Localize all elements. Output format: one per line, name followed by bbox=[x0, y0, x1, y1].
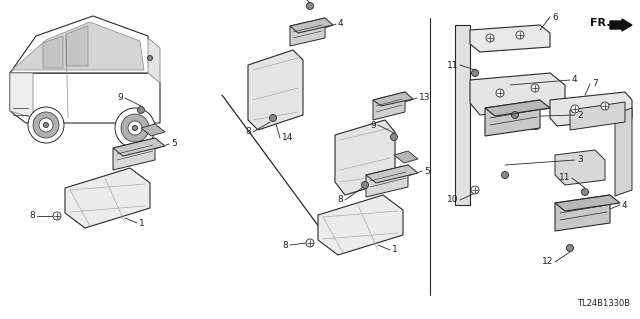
Polygon shape bbox=[65, 168, 150, 228]
Circle shape bbox=[362, 182, 369, 189]
Circle shape bbox=[33, 112, 59, 138]
Circle shape bbox=[502, 172, 509, 179]
Polygon shape bbox=[550, 92, 632, 126]
Text: 12: 12 bbox=[529, 123, 540, 132]
Circle shape bbox=[582, 189, 589, 196]
Polygon shape bbox=[555, 150, 605, 185]
Circle shape bbox=[390, 133, 397, 140]
Circle shape bbox=[601, 102, 609, 110]
Circle shape bbox=[471, 186, 479, 194]
Text: 4: 4 bbox=[338, 19, 344, 28]
Polygon shape bbox=[555, 195, 620, 211]
Polygon shape bbox=[335, 120, 395, 195]
Polygon shape bbox=[373, 92, 405, 120]
Circle shape bbox=[138, 107, 145, 114]
Text: 4: 4 bbox=[622, 201, 628, 210]
Polygon shape bbox=[470, 73, 565, 115]
Text: 12: 12 bbox=[541, 257, 553, 266]
Circle shape bbox=[44, 122, 49, 128]
Text: 8: 8 bbox=[29, 211, 35, 220]
Text: 9: 9 bbox=[371, 121, 376, 130]
Polygon shape bbox=[290, 18, 333, 33]
Polygon shape bbox=[570, 102, 625, 130]
Circle shape bbox=[128, 121, 142, 135]
Text: 9: 9 bbox=[117, 93, 123, 102]
Circle shape bbox=[486, 34, 494, 42]
Circle shape bbox=[571, 105, 579, 113]
Circle shape bbox=[496, 89, 504, 97]
Text: 8: 8 bbox=[245, 128, 251, 137]
Circle shape bbox=[472, 70, 479, 77]
Polygon shape bbox=[555, 195, 610, 231]
Text: FR.: FR. bbox=[590, 18, 611, 28]
Circle shape bbox=[269, 115, 276, 122]
FancyArrow shape bbox=[610, 19, 632, 31]
Circle shape bbox=[511, 112, 518, 118]
Polygon shape bbox=[290, 18, 325, 46]
Text: TL24B1330B: TL24B1330B bbox=[577, 299, 630, 308]
Text: 14: 14 bbox=[282, 133, 293, 143]
Circle shape bbox=[566, 244, 573, 251]
Circle shape bbox=[531, 84, 539, 92]
Polygon shape bbox=[148, 38, 160, 83]
Text: 11: 11 bbox=[559, 174, 570, 182]
Circle shape bbox=[53, 212, 61, 220]
Polygon shape bbox=[12, 22, 144, 70]
Text: 8: 8 bbox=[337, 196, 343, 204]
Polygon shape bbox=[470, 25, 550, 52]
Polygon shape bbox=[373, 92, 413, 106]
Polygon shape bbox=[394, 151, 418, 163]
Circle shape bbox=[132, 125, 138, 130]
Text: 13: 13 bbox=[419, 93, 431, 102]
Text: 8: 8 bbox=[282, 241, 288, 249]
Circle shape bbox=[121, 114, 149, 142]
Circle shape bbox=[307, 3, 314, 10]
Text: 1: 1 bbox=[392, 246, 397, 255]
Polygon shape bbox=[10, 73, 33, 118]
Text: 5: 5 bbox=[171, 139, 177, 149]
Polygon shape bbox=[141, 124, 165, 136]
Circle shape bbox=[28, 107, 64, 143]
Polygon shape bbox=[10, 73, 160, 123]
Polygon shape bbox=[485, 100, 540, 136]
Polygon shape bbox=[485, 100, 550, 116]
Text: 6: 6 bbox=[552, 12, 557, 21]
Text: 1: 1 bbox=[139, 219, 145, 227]
Polygon shape bbox=[615, 108, 632, 196]
Polygon shape bbox=[113, 138, 155, 170]
Circle shape bbox=[147, 56, 152, 61]
Text: 4: 4 bbox=[572, 76, 578, 85]
Circle shape bbox=[115, 108, 155, 148]
Polygon shape bbox=[10, 16, 152, 73]
Polygon shape bbox=[366, 165, 418, 183]
Polygon shape bbox=[455, 25, 470, 205]
Circle shape bbox=[39, 118, 53, 132]
Text: 7: 7 bbox=[592, 79, 598, 88]
Circle shape bbox=[516, 31, 524, 39]
Polygon shape bbox=[248, 50, 303, 130]
Polygon shape bbox=[113, 138, 165, 156]
Text: 2: 2 bbox=[577, 110, 582, 120]
Polygon shape bbox=[66, 26, 88, 66]
Circle shape bbox=[306, 239, 314, 247]
Text: 10: 10 bbox=[447, 196, 458, 204]
Polygon shape bbox=[318, 195, 403, 255]
Text: 11: 11 bbox=[447, 61, 458, 70]
Polygon shape bbox=[366, 165, 408, 197]
Polygon shape bbox=[43, 36, 63, 68]
Text: 5: 5 bbox=[424, 167, 429, 175]
Text: 3: 3 bbox=[577, 155, 583, 165]
